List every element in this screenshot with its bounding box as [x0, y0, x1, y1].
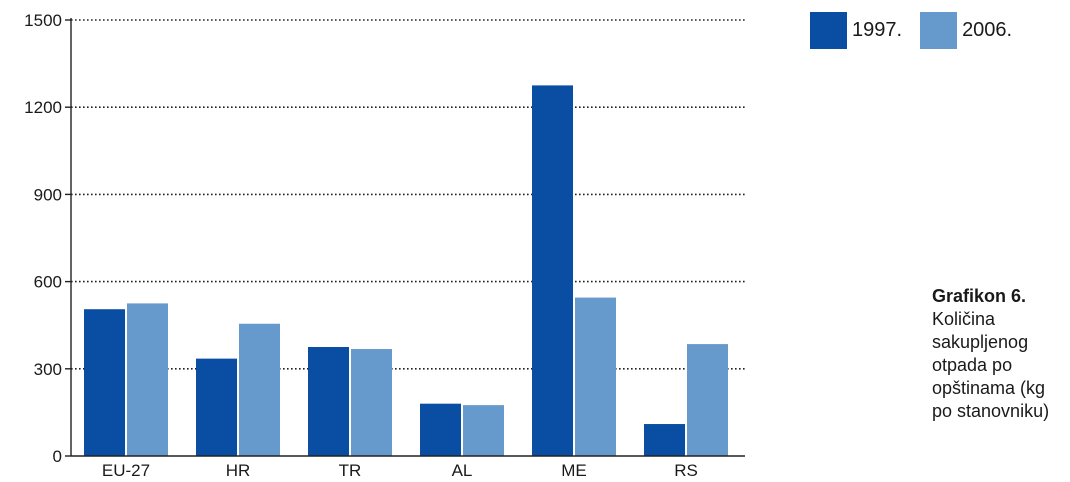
bar-al-1997 — [420, 403, 461, 456]
bar-tr-2006 — [351, 349, 392, 456]
bar-hr-1997 — [196, 358, 237, 456]
bar-hr-2006 — [239, 323, 280, 456]
bar-eu-27-2006 — [127, 303, 168, 456]
x-tick-label-al: AL — [452, 461, 473, 480]
chart-caption: Grafikon 6. Količina sakupljenog otpada … — [932, 285, 1068, 423]
bar-eu-27-1997 — [84, 309, 125, 456]
legend-label-1997: 1997. — [852, 19, 903, 41]
x-tick-label-eu-27: EU-27 — [102, 461, 150, 480]
legend-item-1997: 1997. — [810, 12, 902, 49]
bar-rs-1997 — [644, 424, 685, 456]
x-tick-label-rs: RS — [674, 461, 698, 480]
x-tick-label-hr: HR — [226, 461, 251, 480]
caption-title: Grafikon 6. — [932, 286, 1027, 306]
y-tick-label-0: 0 — [53, 447, 62, 466]
bar-me-1997 — [532, 85, 573, 457]
y-tick-label-600: 600 — [34, 273, 62, 292]
legend-swatch-2006 — [920, 12, 958, 49]
y-tick-label-1500: 1500 — [24, 11, 62, 30]
y-tick-label-300: 300 — [34, 360, 62, 379]
chart-legend: 1997. 2006. — [810, 12, 1030, 49]
x-tick-label-me: ME — [561, 461, 587, 480]
bar-tr-1997 — [308, 347, 349, 456]
caption-text: Količina sakupljenog otpada po opštinama… — [932, 309, 1050, 421]
legend-item-2006: 2006. — [920, 12, 1012, 49]
bar-rs-2006 — [687, 344, 728, 456]
bar-me-2006 — [575, 297, 616, 456]
bar-chart: 0 300 600 900 1200 1500 EU-27 HR TR AL ME RS — [24, 11, 745, 480]
legend-swatch-1997 — [810, 12, 847, 49]
y-tick-label-900: 900 — [34, 185, 62, 204]
bar-al-2006 — [463, 405, 504, 456]
x-tick-label-tr: TR — [339, 461, 362, 480]
y-tick-label-1200: 1200 — [24, 98, 62, 117]
legend-label-2006: 2006. — [962, 19, 1013, 41]
